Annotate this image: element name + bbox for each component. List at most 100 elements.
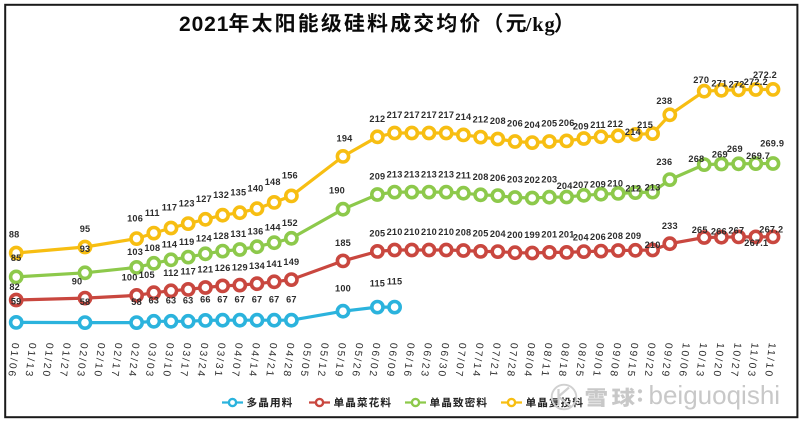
svg-text:233: 233 — [662, 221, 678, 231]
svg-text:194: 194 — [337, 134, 354, 144]
svg-text:210: 210 — [404, 227, 420, 237]
svg-text:211: 211 — [456, 170, 471, 180]
svg-text:111: 111 — [145, 208, 160, 218]
svg-text:269.9: 269.9 — [760, 139, 784, 149]
svg-text:208: 208 — [607, 231, 623, 241]
svg-text:131: 131 — [230, 229, 246, 239]
svg-text:93: 93 — [80, 244, 91, 254]
svg-text:67: 67 — [269, 294, 280, 304]
svg-text:269: 269 — [727, 144, 743, 154]
svg-text:2021: 2021 — [179, 13, 229, 36]
svg-text:95: 95 — [80, 224, 91, 234]
svg-text:209: 209 — [590, 179, 606, 189]
svg-text:136: 136 — [248, 226, 264, 236]
svg-text:114: 114 — [162, 240, 178, 250]
svg-text:132: 132 — [213, 190, 229, 200]
svg-text:266: 266 — [711, 226, 727, 236]
svg-text:127: 127 — [196, 194, 212, 204]
svg-text:67: 67 — [217, 294, 228, 304]
svg-text:265: 265 — [692, 225, 708, 235]
svg-text:210: 210 — [421, 227, 437, 237]
svg-text:204: 204 — [573, 232, 590, 242]
svg-text:90: 90 — [72, 276, 83, 286]
svg-text:63: 63 — [148, 296, 159, 306]
svg-text:215: 215 — [637, 120, 653, 130]
svg-text:121: 121 — [197, 265, 213, 275]
svg-text:269: 269 — [712, 150, 728, 160]
svg-text:204: 204 — [490, 229, 507, 239]
svg-text:210: 210 — [645, 240, 661, 250]
svg-text:267.1: 267.1 — [744, 238, 768, 248]
svg-text:267.2: 267.2 — [759, 225, 783, 235]
svg-text:213: 213 — [421, 169, 437, 179]
svg-text:58: 58 — [131, 297, 142, 307]
svg-text:115: 115 — [387, 276, 402, 286]
svg-text:214: 214 — [455, 112, 472, 122]
svg-text:206: 206 — [559, 118, 575, 128]
svg-text:126: 126 — [215, 263, 231, 273]
svg-text:152: 152 — [282, 218, 298, 228]
svg-text:271: 271 — [711, 78, 727, 88]
svg-text:200: 200 — [507, 230, 523, 240]
svg-text:129: 129 — [232, 262, 248, 272]
svg-text:63: 63 — [166, 296, 177, 306]
svg-text:59: 59 — [11, 297, 22, 307]
svg-text:156: 156 — [282, 171, 298, 181]
svg-text:203: 203 — [541, 174, 557, 184]
svg-text:67: 67 — [286, 294, 297, 304]
svg-text:66: 66 — [200, 295, 211, 305]
svg-text:82: 82 — [9, 282, 20, 292]
svg-text:123: 123 — [179, 198, 195, 208]
svg-text:217: 217 — [421, 110, 437, 120]
svg-text:beiguoqishi: beiguoqishi — [649, 380, 781, 410]
svg-text:214: 214 — [625, 127, 642, 137]
svg-text:100: 100 — [335, 283, 351, 293]
svg-text:207: 207 — [573, 180, 589, 190]
svg-text:105: 105 — [139, 270, 155, 280]
svg-text:149: 149 — [283, 257, 299, 267]
svg-text:268: 268 — [688, 154, 704, 164]
svg-text:117: 117 — [162, 203, 177, 213]
svg-text:236: 236 — [656, 157, 672, 167]
svg-text:134: 134 — [249, 261, 266, 271]
svg-text:67: 67 — [234, 294, 245, 304]
svg-text:269.7: 269.7 — [746, 151, 770, 161]
svg-text:213: 213 — [645, 182, 661, 192]
svg-text:63: 63 — [183, 296, 194, 306]
svg-text:202: 202 — [524, 175, 540, 185]
svg-text:212: 212 — [625, 183, 641, 193]
svg-text:208: 208 — [490, 116, 506, 126]
svg-text:185: 185 — [335, 238, 351, 248]
svg-text:206: 206 — [490, 173, 506, 183]
svg-text:106: 106 — [127, 213, 143, 223]
svg-text:212: 212 — [369, 114, 385, 124]
svg-text:213: 213 — [438, 169, 454, 179]
svg-text:85: 85 — [11, 253, 22, 263]
svg-text:209: 209 — [369, 172, 385, 182]
svg-text:115: 115 — [370, 278, 385, 288]
svg-text:203: 203 — [507, 175, 523, 185]
svg-text:205: 205 — [369, 229, 385, 239]
svg-text:205: 205 — [473, 229, 489, 239]
svg-text:67: 67 — [252, 294, 263, 304]
svg-text:201: 201 — [559, 230, 575, 240]
svg-text:100: 100 — [122, 273, 138, 283]
svg-text:210: 210 — [438, 227, 454, 237]
svg-text:209: 209 — [625, 231, 641, 241]
svg-text:108: 108 — [144, 243, 160, 253]
svg-text:206: 206 — [507, 119, 523, 129]
svg-text:209: 209 — [573, 122, 589, 132]
svg-text:205: 205 — [541, 119, 557, 129]
svg-text:204: 204 — [557, 181, 574, 191]
svg-text:206: 206 — [590, 232, 606, 242]
svg-text:217: 217 — [387, 110, 403, 120]
svg-text:272: 272 — [729, 79, 745, 89]
svg-text:58: 58 — [80, 297, 91, 307]
svg-text:201: 201 — [541, 230, 557, 240]
svg-text:/kg: /kg — [525, 14, 556, 36]
svg-text:267: 267 — [728, 225, 744, 235]
svg-text:204: 204 — [524, 120, 541, 130]
svg-text:148: 148 — [265, 177, 281, 187]
svg-text:270: 270 — [693, 75, 709, 85]
svg-text:119: 119 — [179, 237, 194, 247]
